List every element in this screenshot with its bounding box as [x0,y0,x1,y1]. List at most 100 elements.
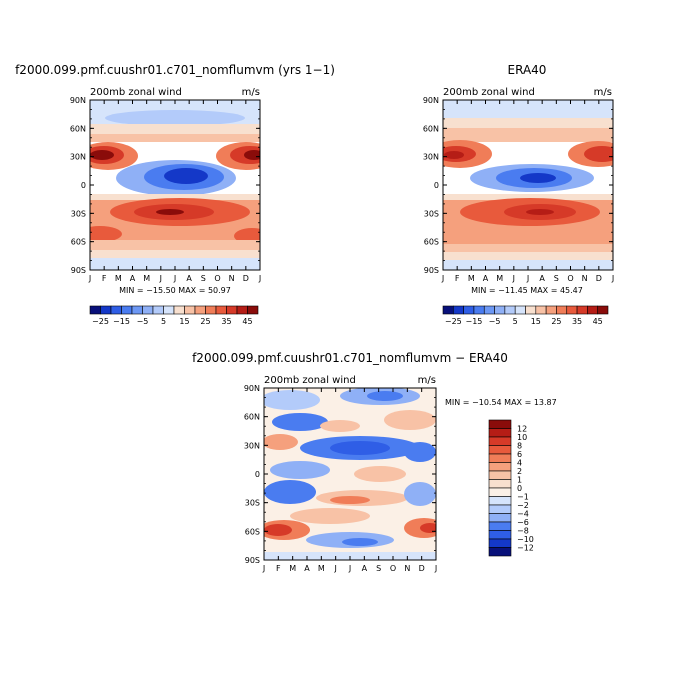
colorbar-swatch [110,305,122,315]
x-tick-label: J [434,564,437,573]
colorbar-swatch [587,305,598,315]
colorbar-swatch [152,305,164,315]
y-tick-label: 30S [245,499,260,508]
diff-minmax: MIN = −10.54 MAX = 13.87 [445,398,557,407]
y-tick-label: 30N [423,153,439,162]
colorbar-label: 10 [517,433,527,442]
x-tick-label: M [468,274,475,283]
x-tick-label: N [582,274,588,283]
x-tick-label: N [229,274,235,283]
y-tick-label: 0 [434,181,439,190]
colorbar-label: 2 [517,467,522,476]
x-tick-label: O [214,274,220,283]
colorbar-swatch [597,305,609,315]
model-units: m/s [242,87,260,98]
colorbar-label: −8 [517,527,529,536]
era40-subtitle: 200mb zonal wind [443,87,535,98]
x-tick-label: J [258,274,261,283]
colorbar-swatch [488,487,512,497]
x-tick-label: D [243,274,249,283]
colorbar-swatch [488,513,512,523]
colorbar-label: 6 [517,450,522,459]
colorbar-swatch [142,305,154,315]
colorbar-label: 4 [517,459,522,468]
colorbar-label: 8 [517,442,522,451]
y-tick-label: 90S [424,266,439,275]
colorbar-swatch [488,445,512,455]
colorbar-label: 1 [517,476,522,485]
x-tick-label: O [390,564,396,573]
colorbar-swatch [488,530,512,540]
colorbar-label: −4 [517,510,529,519]
y-tick-label: 0 [81,181,86,190]
colorbar-label: −5 [137,317,149,326]
y-tick-label: 60S [71,238,86,247]
colorbar-label: 5 [161,317,166,326]
y-tick-label: 90S [71,266,86,275]
colorbar-swatch [488,419,512,429]
colorbar-label: −25 [445,317,462,326]
y-tick-label: 60N [70,124,86,133]
colorbar-swatch [535,305,547,315]
colorbar-label: −1 [517,493,529,502]
x-tick-label: N [404,564,410,573]
colorbar-swatch [566,305,578,315]
diff-subtitle: 200mb zonal wind [264,375,356,386]
colorbar-swatch [514,305,526,315]
colorbar-swatch [488,479,512,489]
colorbar-swatch [131,305,143,315]
x-tick-label: F [455,274,460,283]
y-tick-label: 90N [244,384,260,393]
y-tick-label: 90N [423,96,439,105]
x-tick-label: A [362,564,368,573]
colorbar-label: 25 [200,317,210,326]
y-tick-label: 30S [71,209,86,218]
x-tick-label: J [611,274,614,283]
panel-model: f2000.099.pmf.cuushr01.c701_nomflumvm (y… [15,63,335,326]
era40-colorbar: −25 −15 −5 5 15 25 35 45 [442,305,609,326]
x-tick-label: J [526,274,529,283]
colorbar-label: −5 [489,317,501,326]
colorbar-label: 25 [551,317,561,326]
model-minmax: MIN = −15.50 MAX = 50.97 [119,286,231,295]
x-tick-label: M [496,274,503,283]
colorbar-swatch [488,496,512,506]
x-tick-label: A [130,274,136,283]
x-tick-label: M [143,274,150,283]
colorbar-swatch [163,305,175,315]
colorbar-swatch [453,305,464,315]
x-tick-label: M [289,564,296,573]
panel-difference: f2000.099.pmf.cuushr01.c701_nomflumvm − … [192,351,557,573]
colorbar-swatch [525,305,537,315]
x-tick-label: A [186,274,192,283]
y-tick-label: 30N [244,441,260,450]
y-tick-label: 60S [245,527,260,536]
x-tick-label: S [201,274,206,283]
x-tick-label: D [596,274,602,283]
era40-minmax: MIN = −11.45 MAX = 45.47 [471,286,583,295]
colorbar-swatch [488,462,512,472]
colorbar-label: 45 [242,317,252,326]
colorbar-label: 35 [572,317,582,326]
colorbar-swatch [236,305,248,315]
x-tick-label: A [483,274,489,283]
colorbar-swatch [215,305,227,315]
x-tick-label: A [304,564,310,573]
model-title: f2000.099.pmf.cuushr01.c701_nomflumvm (y… [15,63,335,77]
colorbar-label: −2 [517,501,529,510]
colorbar-label: 35 [221,317,231,326]
colorbar-swatch [488,538,512,548]
x-tick-label: J [333,564,336,573]
colorbar-label: 12 [517,425,527,434]
colorbar-swatch [173,305,185,315]
x-tick-label: F [102,274,107,283]
colorbar-label: −6 [517,518,529,527]
colorbar-swatch [488,453,512,463]
colorbar-swatch [488,428,512,438]
